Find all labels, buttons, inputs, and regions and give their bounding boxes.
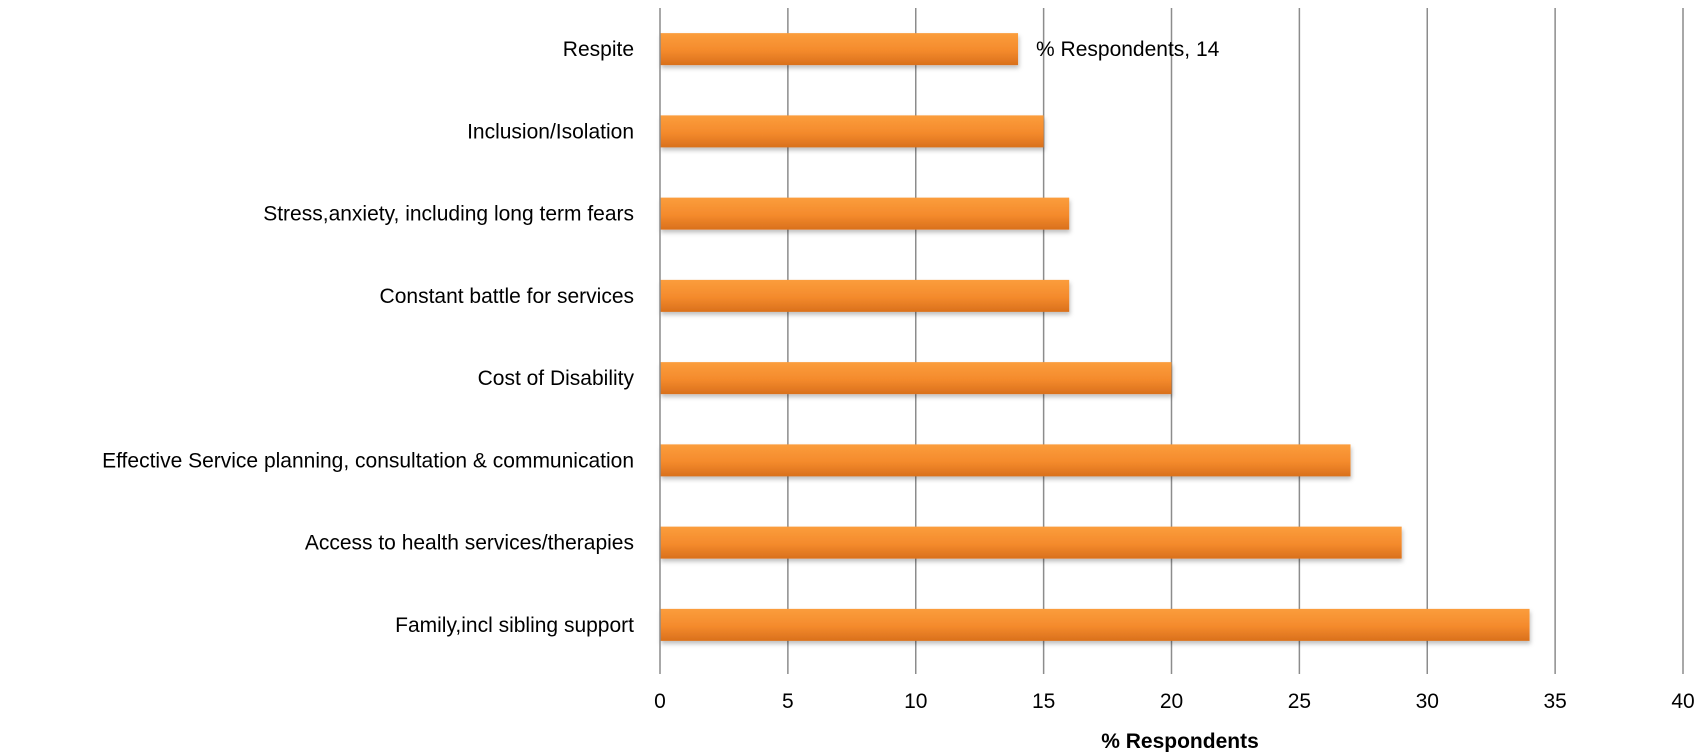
category-label: Stress,anxiety, including long term fear… — [263, 203, 634, 226]
category-label: Effective Service planning, consultation… — [102, 449, 634, 472]
gridlines — [787, 8, 1684, 666]
category-label: Cost of Disability — [478, 367, 635, 390]
bar-4 — [660, 279, 1070, 312]
category-label: Access to health services/therapies — [305, 532, 634, 555]
category-label: Respite — [563, 38, 634, 61]
bars — [660, 33, 1530, 641]
annotations: % Respondents, 14 — [1036, 38, 1220, 61]
bar-7 — [660, 526, 1402, 559]
bar-5 — [660, 362, 1172, 395]
data-label: % Respondents, 14 — [1036, 38, 1220, 61]
bar-2 — [660, 115, 1044, 148]
category-label: Inclusion/Isolation — [467, 120, 634, 143]
category-label: Family,incl sibling support — [395, 614, 634, 637]
x-tick-label: 15 — [1032, 690, 1055, 713]
x-tick-label: 25 — [1288, 690, 1311, 713]
axes — [659, 8, 1684, 674]
x-tick-label: 20 — [1160, 690, 1183, 713]
bar-1 — [660, 33, 1019, 66]
bar-8 — [660, 608, 1530, 641]
x-tick-labels: 0 5 10 15 20 25 30 35 40 — [654, 690, 1695, 713]
x-tick-label: 5 — [782, 690, 794, 713]
category-label: Constant battle for services — [380, 285, 634, 308]
bar-3 — [660, 197, 1070, 230]
category-labels: Respite Inclusion/Isolation Stress,anxiety… — [102, 38, 634, 637]
x-tick-label: 35 — [1543, 690, 1566, 713]
x-tick-label: 40 — [1671, 690, 1694, 713]
x-tick-label: 10 — [904, 690, 927, 713]
x-axis-title: % Respondents — [1101, 730, 1259, 752]
bar-6 — [660, 444, 1351, 477]
x-tick-label: 0 — [654, 690, 666, 713]
x-tick-label: 30 — [1416, 690, 1439, 713]
